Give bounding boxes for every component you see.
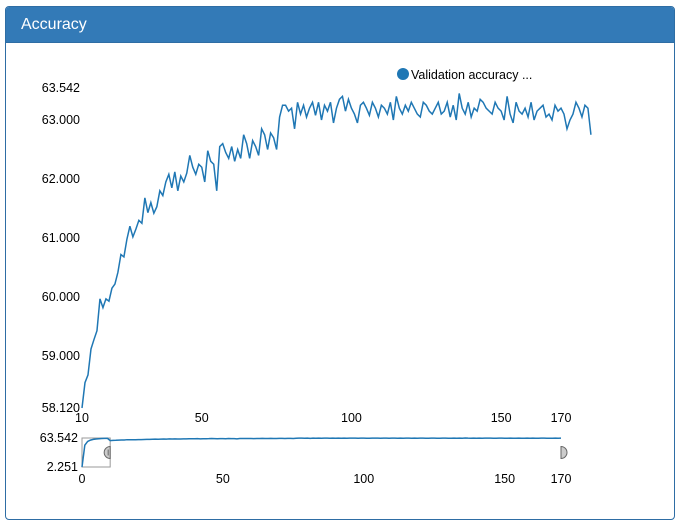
navigator-y-tick-label: 63.542 [40,431,78,445]
navigator-handle-right[interactable] [560,445,568,460]
main-chart[interactable]: 58.120 59.000 60.000 61.000 62.000 63.000 63.5… [42,81,592,425]
legend-marker [397,68,409,80]
panel-title: Accuracy [21,15,87,33]
accuracy-panel: Accuracy [5,6,675,520]
navigator-x-tick-label: 170 [551,472,572,486]
navigator-x-tick-label: 150 [494,472,515,486]
navigator-series-line [81,437,562,468]
y-tick-label: 61.000 [42,231,80,245]
navigator-x-tick-label: 50 [216,472,230,486]
main-y-axis: 58.120 59.000 60.000 61.000 62.000 63.000 63.5… [42,81,80,415]
y-tick-label: 58.120 [42,401,80,415]
legend-label: Validation accuracy ... [411,68,532,82]
navigator-x-tick-label: 100 [353,472,374,486]
navigator-handle-left[interactable] [103,445,111,460]
x-tick-label: 150 [491,411,512,425]
y-tick-label: 62.000 [42,172,80,186]
y-tick-label: 59.000 [42,349,80,363]
series-line-validation-accuracy [81,93,592,409]
navigator-y-tick-label: 2.251 [47,460,78,474]
navigator-chart[interactable]: 2.251 63.542 0 50 100 150 170 [40,431,572,486]
y-tick-label: 60.000 [42,290,80,304]
y-tick-label: 63.000 [42,113,80,127]
main-x-axis: 10 50 100 150 170 [75,411,571,425]
panel-heading: Accuracy [6,7,674,43]
main-data-points [82,93,591,408]
navigator-x-tick-label: 0 [79,472,86,486]
x-tick-label: 10 [75,411,89,425]
navigator-y-axis: 2.251 63.542 [40,431,78,474]
navigator-x-axis: 0 50 100 150 170 [79,472,572,486]
x-tick-label: 100 [341,411,362,425]
legend[interactable]: Validation accuracy ... [397,68,532,82]
x-tick-label: 50 [195,411,209,425]
x-tick-label: 170 [551,411,572,425]
y-tick-label: 63.542 [42,81,80,95]
